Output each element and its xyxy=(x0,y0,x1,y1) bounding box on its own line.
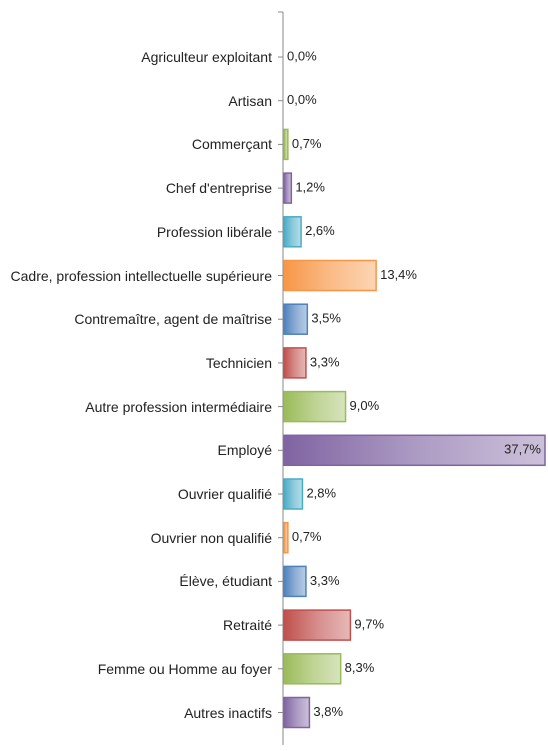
category-label: Élève, étudiant xyxy=(179,573,272,590)
category-label: Cadre, profession intellectuelle supérie… xyxy=(10,267,272,284)
value-label: 2,6% xyxy=(305,223,335,238)
category-label: Ouvrier qualifié xyxy=(177,486,272,502)
category-label: Femme ou Homme au foyer xyxy=(97,660,272,677)
bar xyxy=(283,521,289,554)
bar xyxy=(283,303,309,335)
value-label: 13,4% xyxy=(380,267,417,282)
value-label: 3,5% xyxy=(311,311,341,326)
category-label: Artisan xyxy=(228,92,272,109)
bar xyxy=(283,653,342,685)
bar xyxy=(283,172,293,204)
bar xyxy=(283,609,352,641)
category-label: Contremaître, agent de maîtrise xyxy=(74,311,272,328)
value-label: 1,2% xyxy=(295,180,325,195)
bar xyxy=(283,216,302,248)
category-label: Profession libérale xyxy=(156,223,272,240)
bar xyxy=(283,696,311,729)
category-label: Employé xyxy=(217,442,272,459)
category-label: Autres inactifs xyxy=(184,704,272,721)
value-label: 37,7% xyxy=(504,442,541,457)
value-label: 8,3% xyxy=(345,660,375,675)
value-label: 0,7% xyxy=(292,529,322,544)
category-label: Retraité xyxy=(222,617,272,634)
bar xyxy=(283,347,307,379)
category-label: Technicien xyxy=(205,354,272,371)
bar xyxy=(283,128,289,161)
value-label: 3,3% xyxy=(310,354,340,369)
value-label: 3,3% xyxy=(310,573,340,588)
value-label: 0,0% xyxy=(287,48,317,63)
value-label: 9,7% xyxy=(354,617,384,632)
category-label: Commerçant xyxy=(191,136,272,153)
value-label: 2,8% xyxy=(306,485,336,500)
value-label: 9,0% xyxy=(350,398,380,413)
category-label: Chef d'entreprise xyxy=(165,180,272,197)
bar xyxy=(283,390,347,423)
bar xyxy=(283,259,377,292)
value-label: 3,8% xyxy=(313,704,343,719)
bar xyxy=(283,565,307,598)
bar xyxy=(283,434,546,467)
value-label: 0,7% xyxy=(292,136,322,151)
category-label: Agriculteur exploitant xyxy=(141,49,272,65)
category-label: Ouvrier non qualifié xyxy=(150,529,272,546)
value-label: 0,0% xyxy=(287,92,317,107)
bar xyxy=(283,478,304,510)
category-label: Autre profession intermédiaire xyxy=(85,398,272,415)
